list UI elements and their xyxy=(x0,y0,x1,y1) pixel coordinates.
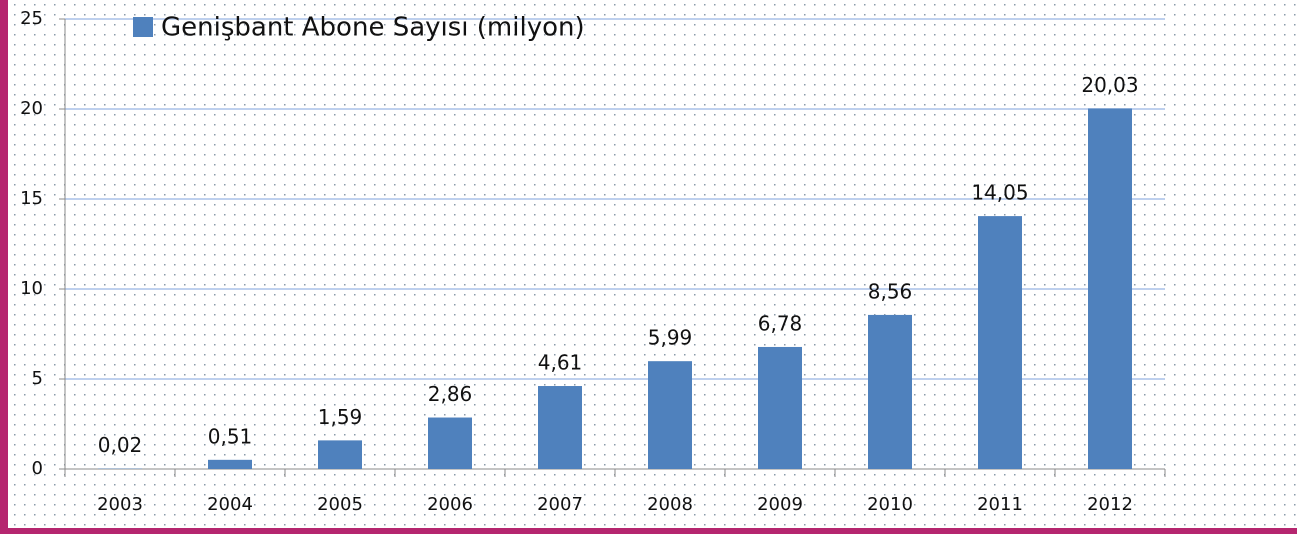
legend-swatch xyxy=(133,17,153,37)
x-tick-label: 2009 xyxy=(757,494,803,515)
data-label: 14,05 xyxy=(971,181,1028,205)
left-border xyxy=(0,0,8,534)
data-label: 0,02 xyxy=(98,433,143,457)
data-label: 5,99 xyxy=(648,326,693,350)
data-label: 6,78 xyxy=(758,311,803,335)
x-tick-label: 2012 xyxy=(1087,494,1133,515)
y-tick-label: 20 xyxy=(20,98,43,119)
y-tick-label: 25 xyxy=(20,8,43,29)
data-label: 8,56 xyxy=(868,279,913,303)
plot: 0 5 10 15 20 25 2003 0,02 2004 0,51 2005 1,59 2006 2,… xyxy=(20,8,1166,515)
y-tick-label: 10 xyxy=(20,278,43,299)
bar xyxy=(648,361,692,469)
bar xyxy=(758,346,802,469)
bar xyxy=(1088,108,1132,470)
bar xyxy=(538,386,582,469)
bar xyxy=(208,459,252,469)
bottom-border xyxy=(0,528,1297,534)
data-label: 1,59 xyxy=(318,405,363,429)
y-tick-label: 15 xyxy=(20,188,43,209)
x-tick-label: 2010 xyxy=(867,494,913,515)
y-tick-label: 5 xyxy=(32,368,43,389)
x-tick-label: 2003 xyxy=(97,494,143,515)
legend-label: Genişbant Abone Sayısı (milyon) xyxy=(161,13,585,43)
bar xyxy=(428,417,472,469)
x-tick-label: 2008 xyxy=(647,494,693,515)
x-tick-label: 2011 xyxy=(977,494,1023,515)
data-label: 2,86 xyxy=(428,382,473,406)
bar xyxy=(318,440,362,469)
bar xyxy=(978,216,1022,469)
data-label: 0,51 xyxy=(208,424,253,448)
data-label: 4,61 xyxy=(538,351,583,375)
bar xyxy=(868,314,912,469)
x-tick-label: 2004 xyxy=(207,494,253,515)
x-tick-label: 2006 xyxy=(427,494,473,515)
y-tick-label: 0 xyxy=(32,458,43,479)
x-tick-label: 2005 xyxy=(317,494,363,515)
x-tick-label: 2007 xyxy=(537,494,583,515)
data-label: 20,03 xyxy=(1081,73,1138,97)
